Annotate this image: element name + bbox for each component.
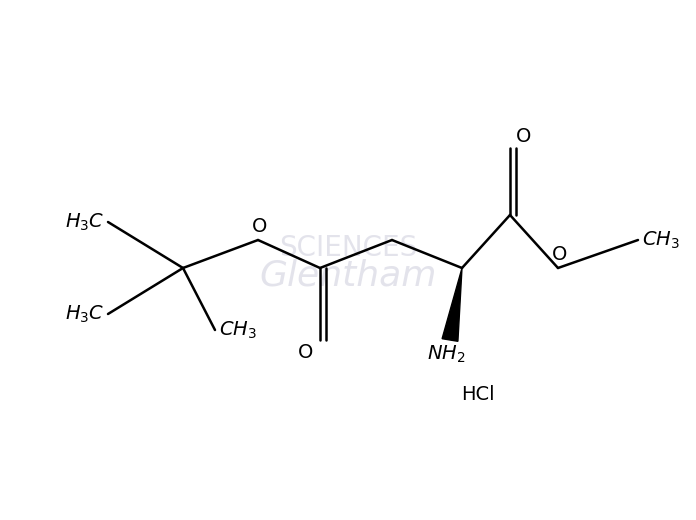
Text: O: O — [553, 244, 568, 264]
Polygon shape — [442, 268, 462, 341]
Text: Glentham: Glentham — [259, 258, 437, 292]
Text: O: O — [516, 126, 532, 146]
Text: $CH_3$: $CH_3$ — [642, 229, 680, 251]
Text: O: O — [253, 216, 268, 236]
Text: $CH_3$: $CH_3$ — [219, 319, 257, 341]
Text: SCIENCES: SCIENCES — [279, 234, 417, 262]
Text: $H_3C$: $H_3C$ — [65, 211, 104, 232]
Text: $NH_2$: $NH_2$ — [427, 344, 465, 365]
Text: HCl: HCl — [461, 384, 495, 404]
Text: O: O — [299, 343, 314, 361]
Text: $H_3C$: $H_3C$ — [65, 303, 104, 324]
